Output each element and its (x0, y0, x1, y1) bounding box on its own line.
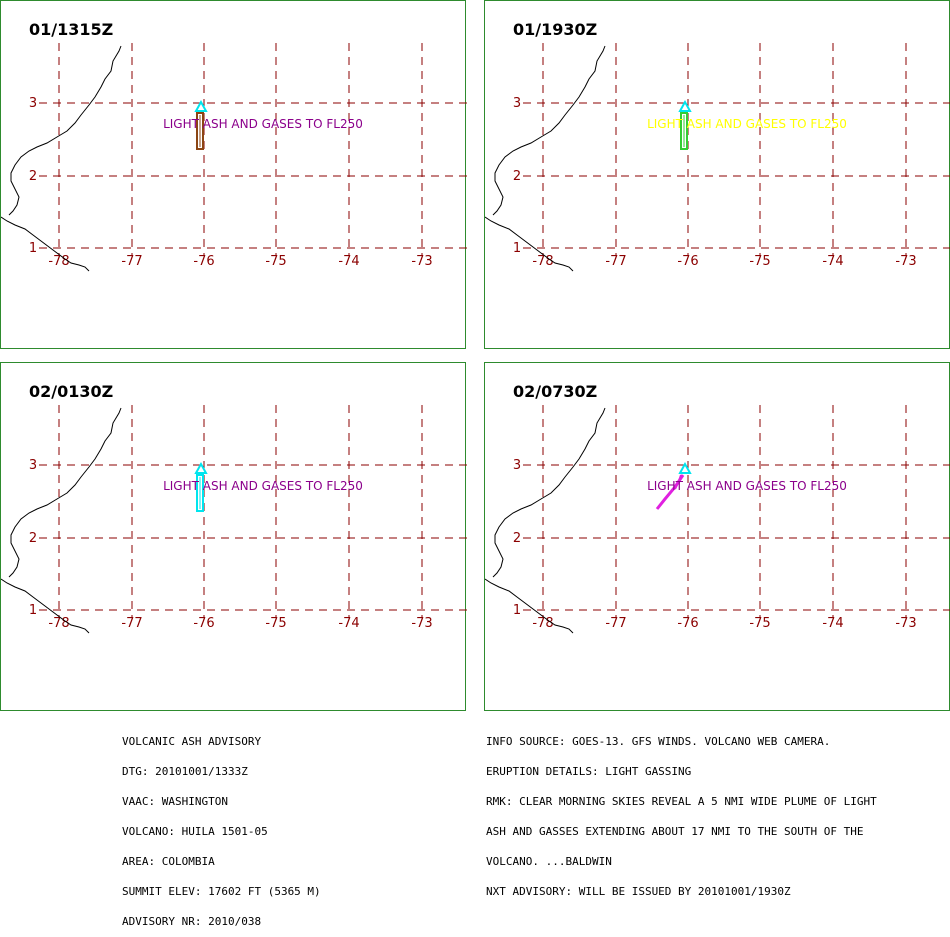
longitude-label: -74 (822, 616, 843, 631)
volcano-marker-icon (678, 99, 692, 112)
longitude-label: -76 (677, 254, 698, 269)
coastline (492, 45, 606, 216)
ash-plume (196, 474, 204, 512)
map-panel-2: -78 -77 -76 -75 -74 -73 3 2 1 LIGHT ASH AND GASES… (484, 0, 950, 349)
longitude-label: -73 (895, 616, 916, 631)
advisory-header-block: VOLCANIC ASH ADVISORY DTG: 20101001/1333… (122, 717, 321, 937)
ash-cloud-label: LIGHT ASH AND GASES TO FL250 (647, 117, 847, 131)
longitude-label: -78 (532, 616, 553, 631)
latitude-label: 3 (29, 96, 37, 111)
advisory-line: ADVISORY NR: 2010/038 (122, 915, 262, 928)
ash-plume (680, 112, 688, 150)
latitude-label: 1 (513, 603, 521, 618)
longitude-label: -75 (265, 254, 286, 269)
panel-time-label: 02/0730Z (513, 382, 598, 401)
panel-time-label: 01/1930Z (513, 20, 598, 39)
longitude-label: -76 (193, 616, 214, 631)
map-canvas: -78 -77 -76 -75 -74 -73 3 2 1 LIGHT ASH AND GASES… (485, 405, 950, 634)
latitude-label: 2 (29, 531, 37, 546)
longitude-label: -75 (265, 616, 286, 631)
map-canvas: -78 -77 -76 -75 -74 -73 3 2 1 LIGHT ASH AND GASES… (1, 405, 467, 634)
longitude-label: -75 (749, 254, 770, 269)
longitude-label: -73 (895, 254, 916, 269)
coastline (1, 578, 90, 634)
longitude-label: -77 (121, 616, 142, 631)
map-panel-1: -78 -77 -76 -75 -74 -73 3 2 1 LIGHT ASH AND GASES… (0, 0, 467, 349)
longitude-label: -73 (411, 254, 432, 269)
ash-plume (196, 112, 204, 150)
latitude-label: 2 (29, 169, 37, 184)
advisory-line: ASH AND GASSES EXTENDING ABOUT 17 NMI TO… (486, 825, 864, 838)
longitude-label: -75 (749, 616, 770, 631)
advisory-line: DTG: 20101001/1333Z (122, 765, 248, 778)
map-canvas: -78 -77 -76 -75 -74 -73 3 2 1 LIGHT ASH AND GASES… (485, 43, 950, 272)
latitude-label: 3 (29, 458, 37, 473)
panel-time-label: 02/0130Z (29, 382, 114, 401)
latitude-label: 1 (513, 241, 521, 256)
advisory-line: VOLCANO. ...BALDWIN (486, 855, 612, 868)
advisory-line: AREA: COLOMBIA (122, 855, 215, 868)
ash-cloud-label: LIGHT ASH AND GASES TO FL250 (163, 479, 363, 493)
latitude-label: 1 (29, 603, 37, 618)
advisory-line: NXT ADVISORY: WILL BE ISSUED BY 20101001… (486, 885, 791, 898)
latitude-label: 2 (513, 531, 521, 546)
ash-plume-edge (674, 474, 682, 490)
map-panel-4: -78 -77 -76 -75 -74 -73 3 2 1 LIGHT ASH AND GASES… (484, 362, 950, 711)
latitude-label: 2 (513, 169, 521, 184)
map-canvas: -78 -77 -76 -75 -74 -73 3 2 1 LIGHT ASH AND GASES… (1, 43, 467, 272)
latitude-label: 1 (29, 241, 37, 256)
longitude-label: -78 (532, 254, 553, 269)
ash-cloud-label: LIGHT ASH AND GASES TO FL250 (163, 117, 363, 131)
latitude-label: 3 (513, 458, 521, 473)
longitude-label: -76 (677, 616, 698, 631)
volcano-marker-icon (194, 461, 208, 474)
longitude-label: -78 (48, 616, 69, 631)
longitude-label: -74 (338, 616, 359, 631)
longitude-label: -77 (121, 254, 142, 269)
ash-cloud-label: LIGHT ASH AND GASES TO FL250 (647, 479, 847, 493)
advisory-line: VAAC: WASHINGTON (122, 795, 228, 808)
advisory-line: RMK: CLEAR MORNING SKIES REVEAL A 5 NMI … (486, 795, 877, 808)
advisory-line: INFO SOURCE: GOES-13. GFS WINDS. VOLCANO… (486, 735, 831, 748)
longitude-label: -76 (193, 254, 214, 269)
advisory-line: ERUPTION DETAILS: LIGHT GASSING (486, 765, 692, 778)
advisory-line: SUMMIT ELEV: 17602 FT (5365 M) (122, 885, 321, 898)
coastline (8, 407, 122, 578)
advisory-line: VOLCANO: HUILA 1501-05 (122, 825, 268, 838)
latitude-label: 3 (513, 96, 521, 111)
volcano-marker-icon (678, 461, 692, 474)
longitude-label: -77 (605, 254, 626, 269)
advisory-line: VOLCANIC ASH ADVISORY (122, 735, 262, 748)
coastline (485, 216, 574, 272)
coastline (492, 407, 606, 578)
coastline (1, 216, 90, 272)
advisory-details-block: INFO SOURCE: GOES-13. GFS WINDS. VOLCANO… (486, 717, 877, 907)
coastline (485, 578, 574, 634)
volcano-marker-icon (194, 99, 208, 112)
longitude-label: -77 (605, 616, 626, 631)
longitude-label: -74 (338, 254, 359, 269)
panel-time-label: 01/1315Z (29, 20, 114, 39)
map-panel-3: -78 -77 -76 -75 -74 -73 3 2 1 LIGHT ASH AND GASES… (0, 362, 467, 711)
longitude-label: -73 (411, 616, 432, 631)
longitude-label: -78 (48, 254, 69, 269)
coastline (8, 45, 122, 216)
longitude-label: -74 (822, 254, 843, 269)
